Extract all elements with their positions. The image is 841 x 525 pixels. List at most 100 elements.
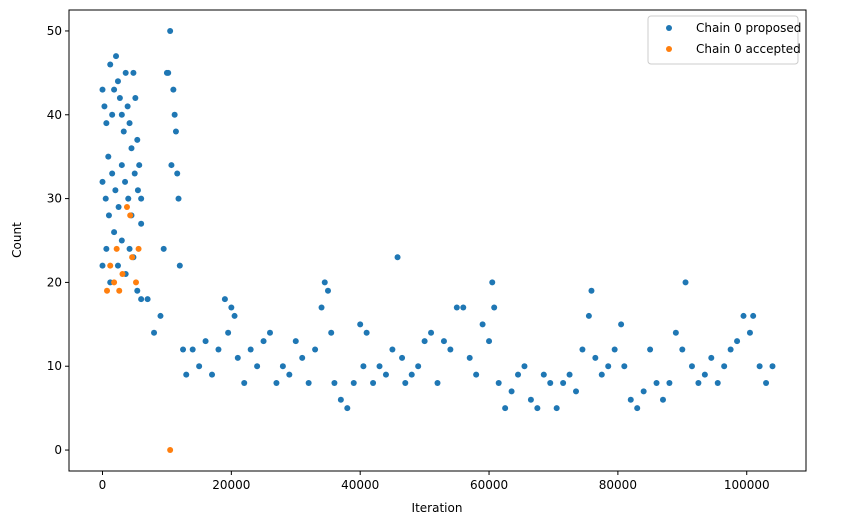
proposed-point [560, 379, 567, 386]
accepted-point [167, 447, 174, 454]
proposed-point [415, 363, 422, 370]
proposed-point [714, 379, 721, 386]
proposed-point [115, 203, 122, 210]
proposed-point [113, 53, 120, 60]
proposed-point [566, 371, 573, 378]
proposed-point [241, 379, 248, 386]
proposed-point [434, 379, 441, 386]
proposed-point [502, 405, 509, 412]
proposed-point [299, 354, 306, 361]
proposed-point [428, 329, 435, 336]
legend-label-proposed: Chain 0 proposed [696, 21, 801, 35]
proposed-point [666, 379, 673, 386]
y-tick-label: 20 [47, 275, 62, 289]
proposed-point [647, 346, 654, 353]
proposed-point [114, 78, 121, 85]
proposed-point [254, 363, 261, 370]
legend-marker-proposed [666, 25, 672, 31]
proposed-point [105, 212, 112, 219]
proposed-point [408, 371, 415, 378]
accepted-point [113, 245, 120, 252]
y-tick-label: 50 [47, 24, 62, 38]
accepted-point [133, 279, 139, 286]
proposed-point [324, 287, 331, 294]
proposed-point [157, 312, 164, 319]
proposed-point [527, 396, 534, 403]
legend-box [647, 15, 799, 65]
proposed-point [440, 338, 447, 345]
proposed-point [547, 379, 554, 386]
proposed-point [318, 304, 325, 311]
proposed-point [376, 363, 383, 370]
proposed-point [515, 371, 522, 378]
proposed-point [618, 321, 625, 328]
proposed-point [103, 120, 110, 127]
proposed-point [171, 111, 178, 118]
accepted-point [116, 287, 123, 294]
proposed-point [189, 346, 196, 353]
accepted-point [127, 212, 134, 219]
proposed-point [721, 363, 728, 370]
proposed-point [279, 363, 286, 370]
legend-label-accepted: Chain 0 accepted [696, 42, 801, 56]
proposed-point [138, 296, 145, 303]
proposed-point [167, 27, 174, 34]
proposed-point [659, 396, 666, 403]
proposed-point [508, 388, 515, 395]
proposed-point [122, 69, 129, 76]
proposed-point [357, 321, 364, 328]
proposed-point [363, 329, 370, 336]
proposed-point [234, 354, 241, 361]
proposed-point [399, 354, 406, 361]
proposed-point [605, 363, 612, 370]
proposed-point [118, 162, 125, 169]
plot-frame [68, 9, 807, 472]
proposed-point [273, 379, 280, 386]
proposed-point [111, 86, 118, 93]
proposed-point [292, 338, 299, 345]
proposed-point [102, 195, 109, 202]
proposed-point [260, 338, 267, 345]
y-tick-label: 30 [47, 192, 62, 206]
proposed-point [109, 111, 116, 118]
series-proposed [99, 27, 776, 412]
proposed-point [172, 128, 179, 135]
proposed-point [682, 279, 689, 286]
x-axis: 0 20000 40000 60000 80000 100000 [99, 471, 770, 492]
proposed-point [160, 245, 167, 252]
y-tick-label: 10 [47, 359, 62, 373]
proposed-point [176, 262, 183, 269]
proposed-point [679, 346, 686, 353]
proposed-point [305, 379, 312, 386]
proposed-point [126, 120, 133, 127]
proposed-point [132, 95, 139, 102]
proposed-point [621, 363, 628, 370]
y-axis-label: Count [10, 222, 24, 258]
proposed-point [174, 170, 181, 177]
proposed-point [701, 371, 708, 378]
proposed-point [540, 371, 547, 378]
proposed-point [215, 346, 222, 353]
proposed-point [221, 296, 228, 303]
y-tick-label: 40 [47, 108, 62, 122]
proposed-point [331, 379, 338, 386]
proposed-point [573, 388, 580, 395]
proposed-point [231, 312, 238, 319]
proposed-point [328, 329, 335, 336]
proposed-point [99, 178, 106, 185]
x-tick-label: 0 [99, 478, 107, 492]
x-tick-label: 80000 [599, 478, 637, 492]
proposed-point [124, 103, 131, 110]
proposed-point [453, 304, 460, 311]
proposed-point [321, 279, 328, 286]
proposed-point [138, 195, 145, 202]
proposed-point [183, 371, 190, 378]
proposed-point [103, 245, 110, 252]
proposed-point [165, 69, 172, 76]
accepted-point [135, 245, 142, 252]
proposed-point [756, 363, 763, 370]
proposed-point [138, 220, 145, 227]
accepted-point [111, 279, 118, 286]
accepted-point [107, 262, 114, 269]
